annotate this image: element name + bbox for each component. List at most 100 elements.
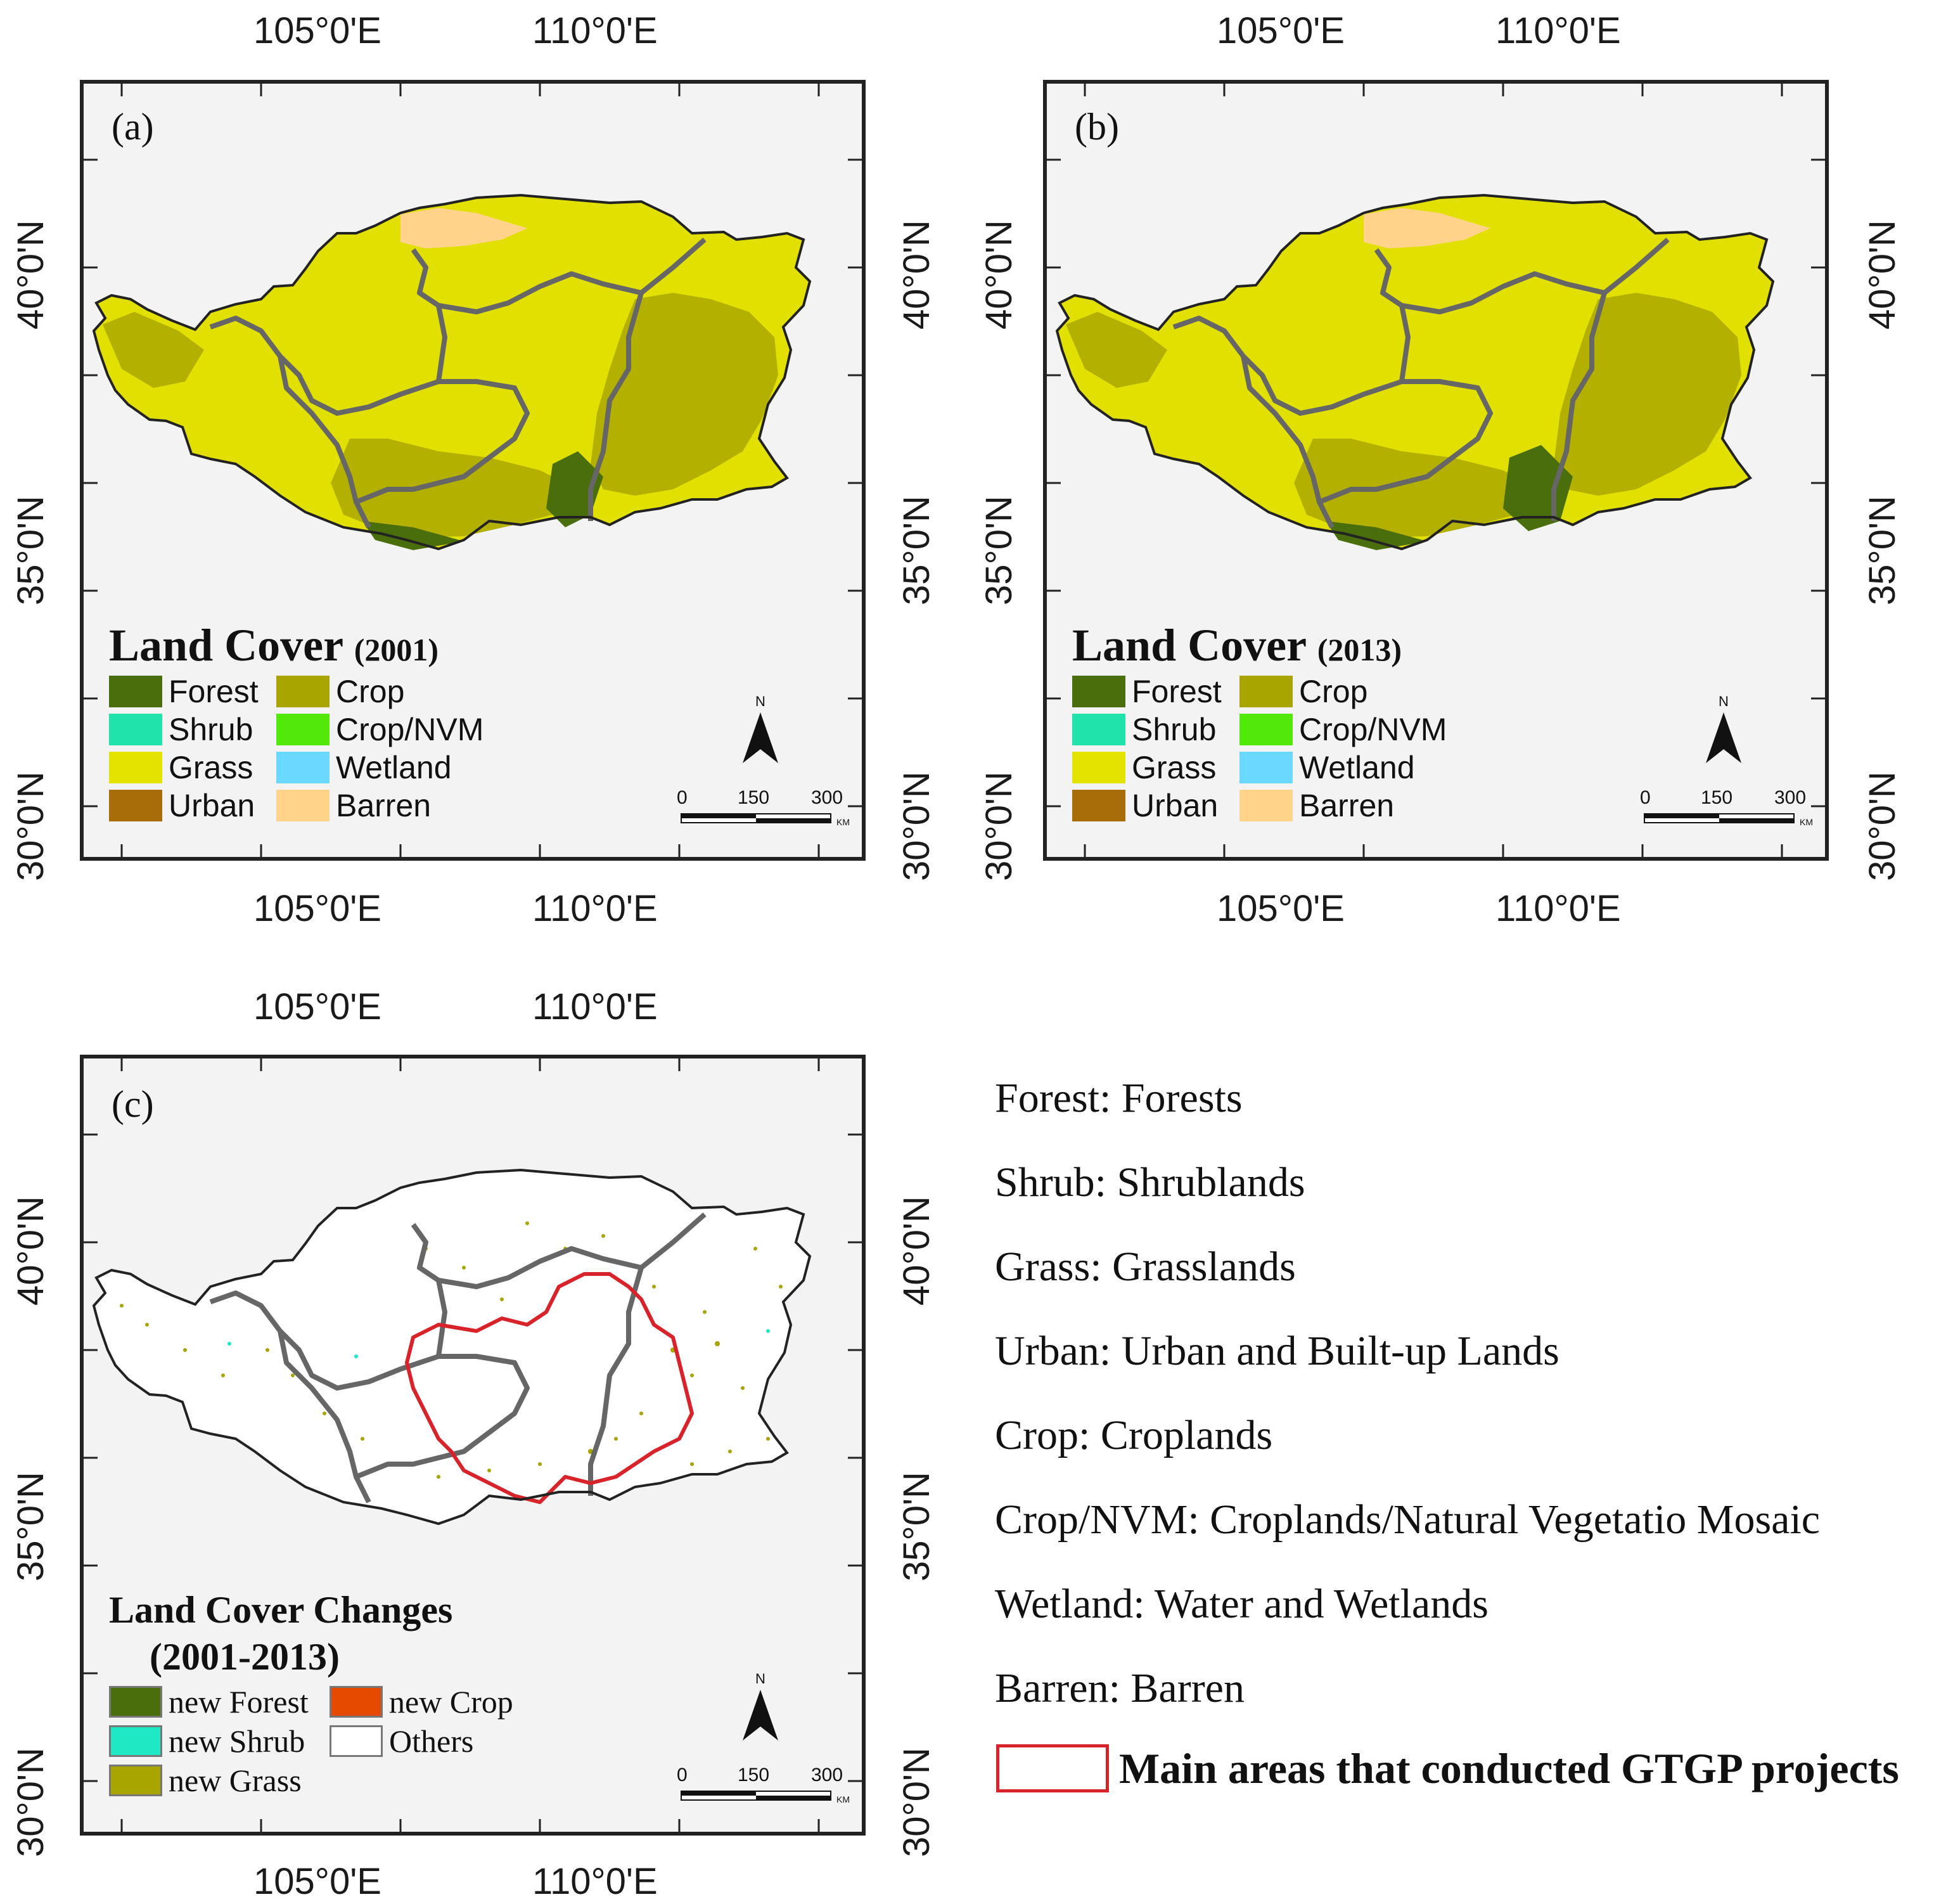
lat-label-right-35: 35°0'N bbox=[1862, 496, 1903, 605]
map-c bbox=[84, 1058, 862, 1832]
scale-bar-graphic bbox=[1644, 813, 1795, 823]
scale-label-0: 0 bbox=[677, 1765, 688, 1785]
legend-swatch bbox=[276, 676, 330, 707]
legend-wetland-b: Wetland bbox=[1239, 749, 1415, 786]
north-arrow-icon bbox=[1706, 712, 1741, 763]
forest-patch-south-a bbox=[362, 521, 464, 550]
legend-swatch bbox=[109, 752, 162, 783]
lon-label-bottom-110: 110°0'E bbox=[532, 1861, 658, 1902]
crop-area-east-a bbox=[591, 293, 778, 496]
new-grass-speckles-c bbox=[120, 1221, 783, 1479]
lon-label-bottom-110: 110°0'E bbox=[1495, 888, 1621, 929]
gtgp-legend-swatch bbox=[996, 1744, 1109, 1792]
legend-swatch bbox=[109, 1725, 162, 1757]
north-arrow-icon bbox=[743, 712, 778, 763]
panel-label-b: (b) bbox=[1075, 106, 1119, 148]
scale-label-150: 150 bbox=[738, 1765, 770, 1785]
lat-label-left-30: 30°0'N bbox=[10, 1747, 51, 1857]
panel-label-a: (a) bbox=[112, 106, 154, 148]
gtgp-legend-label: Main areas that conducted GTGP projects bbox=[1119, 1744, 1899, 1792]
scale-label-300: 300 bbox=[1774, 787, 1807, 808]
legend-crop-a: Crop bbox=[276, 673, 404, 710]
legend-new-grass-c: new Grass bbox=[109, 1762, 302, 1799]
legend-swatch bbox=[1239, 752, 1293, 783]
legend-crop-nvm-a: Crop/NVM bbox=[276, 711, 483, 748]
lon-label-top-110: 110°0'E bbox=[1495, 10, 1621, 51]
definition-forest: Forest: Forests bbox=[995, 1075, 1243, 1121]
lat-label-left-35: 35°0'N bbox=[10, 496, 51, 605]
lon-label-top-105: 105°0'E bbox=[1217, 10, 1345, 51]
legend-barren-a: Barren bbox=[276, 787, 431, 824]
lat-label-left-30: 30°0'N bbox=[10, 771, 51, 881]
legend-urban-b: Urban bbox=[1072, 787, 1218, 824]
legend-grass-b: Grass bbox=[1072, 749, 1216, 786]
map-b bbox=[1047, 84, 1825, 857]
panel-label-c: (c) bbox=[112, 1083, 154, 1125]
legend-new-crop-c: new Crop bbox=[330, 1683, 513, 1720]
lat-label-left-40: 40°0'N bbox=[10, 1196, 51, 1306]
lat-label-right-30: 30°0'N bbox=[896, 1747, 937, 1857]
scale-unit: KM bbox=[1800, 817, 1813, 827]
gtgp-area-outline-c bbox=[405, 1272, 694, 1504]
legend-swatch bbox=[109, 1686, 162, 1718]
definition-grass: Grass: Grasslands bbox=[995, 1244, 1296, 1290]
legend-swatch bbox=[276, 790, 330, 821]
map-frame-b bbox=[1043, 80, 1829, 861]
scale-label-300: 300 bbox=[811, 787, 843, 808]
lon-label-bottom-105: 105°0'E bbox=[253, 888, 381, 929]
legend-swatch bbox=[1072, 676, 1125, 707]
scale-unit: KM bbox=[836, 817, 850, 827]
legend-new-forest-c: new Forest bbox=[109, 1683, 309, 1720]
definition-barren: Barren: Barren bbox=[995, 1665, 1245, 1711]
new-shrub-speckles-c bbox=[227, 1329, 770, 1358]
scale-label-150: 150 bbox=[1701, 787, 1733, 808]
barren-area-b bbox=[1364, 208, 1490, 248]
lat-label-left-35: 35°0'N bbox=[978, 496, 1020, 605]
lon-label-top-105: 105°0'E bbox=[253, 10, 381, 51]
legend-shrub-a: Shrub bbox=[109, 711, 253, 748]
definition-shrub: Shrub: Shrublands bbox=[995, 1159, 1305, 1206]
lat-label-left-40: 40°0'N bbox=[10, 220, 51, 330]
lon-label-top-110: 110°0'E bbox=[532, 10, 658, 51]
legend-swatch bbox=[276, 714, 330, 745]
scale-label-0: 0 bbox=[1640, 787, 1651, 808]
scale-bar-graphic bbox=[681, 1791, 831, 1801]
legend-barren-b: Barren bbox=[1239, 787, 1394, 824]
lat-label-right-35: 35°0'N bbox=[896, 496, 937, 605]
legend-new-shrub-c: new Shrub bbox=[109, 1723, 305, 1759]
crop-area-south-b bbox=[1294, 439, 1541, 537]
barren-area-a bbox=[400, 208, 527, 248]
lat-label-right-30: 30°0'N bbox=[1862, 771, 1903, 881]
legend-crop-nvm-b: Crop/NVM bbox=[1239, 711, 1447, 748]
loess-plateau-region-c bbox=[94, 1170, 810, 1524]
legend-swatch bbox=[1239, 714, 1293, 745]
map-a bbox=[84, 84, 862, 857]
lat-label-right-40: 40°0'N bbox=[896, 1196, 937, 1306]
legend-swatch bbox=[276, 752, 330, 783]
lat-label-right-30: 30°0'N bbox=[896, 771, 937, 881]
legend-title-a: Land Cover (2001) bbox=[109, 620, 439, 671]
definition-crop: Crop: Croplands bbox=[995, 1412, 1273, 1458]
north-arrow-b: N bbox=[1705, 693, 1743, 766]
definition-wetland: Wetland: Water and Wetlands bbox=[995, 1581, 1489, 1627]
legend-swatch bbox=[109, 1765, 162, 1796]
definition-urban: Urban: Urban and Built-up Lands bbox=[995, 1328, 1559, 1374]
legend-swatch bbox=[330, 1725, 383, 1757]
lon-label-bottom-110: 110°0'E bbox=[532, 888, 658, 929]
legend-title-c-line1: Land Cover Changes bbox=[109, 1589, 453, 1631]
scale-bar-a: 0 150 300 KM bbox=[677, 787, 858, 827]
legend-swatch bbox=[1072, 714, 1125, 745]
lat-label-right-35: 35°0'N bbox=[896, 1472, 937, 1581]
legend-forest-a: Forest bbox=[109, 673, 259, 710]
crop-area-west-a bbox=[103, 312, 204, 388]
legend-shrub-b: Shrub bbox=[1072, 711, 1216, 748]
scale-label-300: 300 bbox=[811, 1765, 843, 1785]
legend-crop-b: Crop bbox=[1239, 673, 1367, 710]
scale-bar-graphic bbox=[681, 813, 831, 823]
legend-swatch bbox=[1239, 676, 1293, 707]
scale-bar-b: 0 150 300 KM bbox=[1640, 787, 1821, 827]
forest-patch-south-b bbox=[1326, 521, 1427, 550]
legend-swatch bbox=[330, 1686, 383, 1718]
lat-label-left-30: 30°0'N bbox=[978, 771, 1020, 881]
definition-crop-nvm: Crop/NVM: Croplands/Natural Vegetatio Mo… bbox=[995, 1496, 1821, 1543]
